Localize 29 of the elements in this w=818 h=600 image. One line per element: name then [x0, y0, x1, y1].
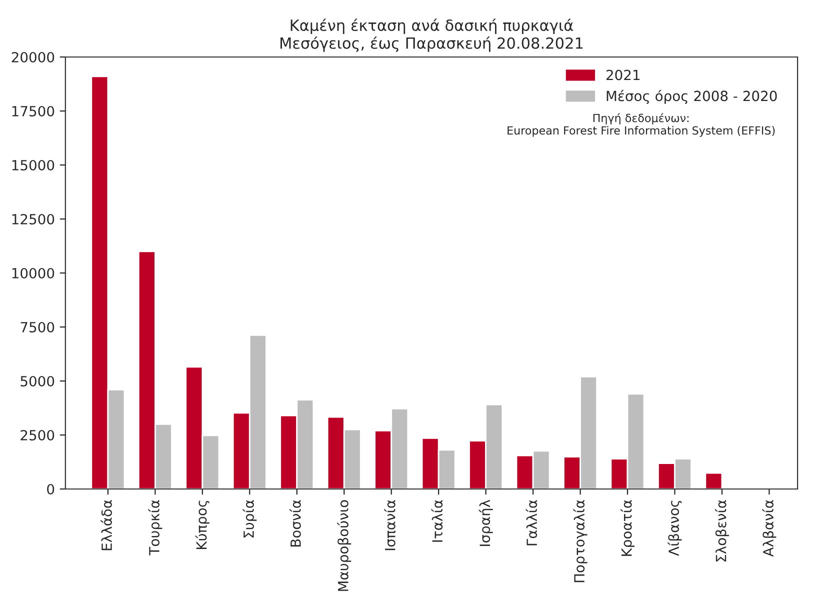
legend-label: 2021	[606, 70, 640, 80]
y-tick-label: 15000	[12, 160, 54, 170]
x-tick-label: Ισραήλ	[478, 500, 493, 546]
x-tick-label: Ελλάδα	[100, 500, 112, 550]
x-tick-label: Αλβανία	[762, 500, 776, 557]
annotation: Πηγή δεδομένων: European Forest Fire Information System (EFFIS)	[508, 113, 775, 137]
x-tick-label: Συρία	[242, 500, 257, 538]
y-tick-label: 0	[47, 484, 54, 494]
y-tick-label: 7500	[20, 322, 54, 332]
x-tick-label: Ιταλία	[431, 500, 443, 542]
bar	[704, 472, 723, 489]
y-tick-label: 12500	[12, 214, 54, 224]
legend-label: Μέσος όρος 2008 - 2020	[606, 90, 777, 104]
x-tick-label: Βοσνία	[290, 500, 301, 546]
x-tick-label: Κροατία	[620, 500, 635, 556]
y-tick-label: 20000	[12, 52, 54, 62]
x-tick-label: Λίβανος	[668, 500, 682, 556]
y-tick-label: 5000	[20, 376, 54, 386]
x-tick-label: Τουρκία	[148, 500, 162, 556]
x-tick-label: Σλοβενία	[714, 500, 729, 562]
x-tick-label: Μαυροβούνιο	[337, 500, 352, 591]
y-tick-label: 17500	[12, 106, 54, 116]
x-tick-label: Γαλλία	[526, 500, 538, 546]
x-tick-label: Ισπανία	[384, 500, 396, 550]
x-tick-label: Κύπρος	[195, 500, 210, 550]
y-tick-label: 2500	[20, 430, 54, 440]
y-tick-label: 10000	[12, 268, 54, 278]
x-tick-label: Πορτογαλία	[573, 500, 588, 582]
chart-title: Καμένη έκταση ανά δασική πυρκαγιά Μεσόγειος, έως Παρασκευή 20.08.2021	[280, 18, 583, 52]
